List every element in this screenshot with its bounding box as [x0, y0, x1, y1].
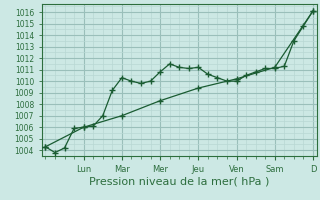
X-axis label: Pression niveau de la mer( hPa ): Pression niveau de la mer( hPa ) [89, 177, 269, 187]
